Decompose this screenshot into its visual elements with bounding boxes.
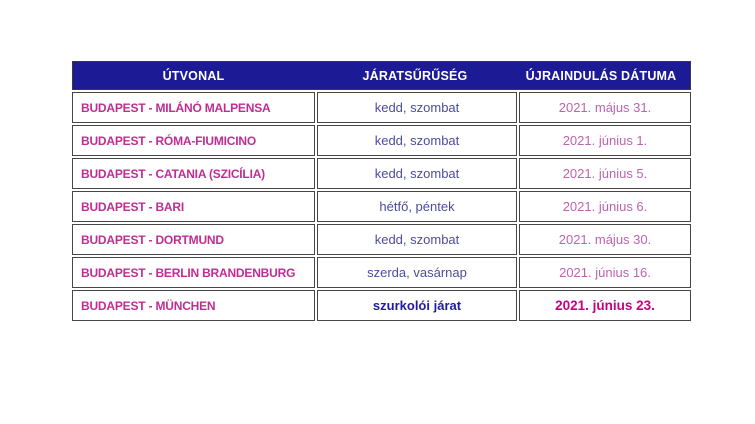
route-label: BUDAPEST - BERLIN BRANDENBURG bbox=[81, 265, 296, 280]
restart-date-cell: 2021. június 6. bbox=[519, 191, 691, 222]
frequency-label: kedd, szombat bbox=[374, 232, 460, 247]
restart-date-label: 2021. május 31. bbox=[558, 100, 652, 115]
route-cell: BUDAPEST - BARI bbox=[72, 191, 315, 222]
column-header-restart-date: ÚJRAINDULÁS DÁTUMA bbox=[525, 68, 677, 83]
frequency-cell: kedd, szombat bbox=[317, 158, 517, 189]
route-label: BUDAPEST - BARI bbox=[81, 199, 185, 214]
table-row: BUDAPEST - BARI hétfő, péntek 2021. júni… bbox=[72, 191, 691, 222]
restart-date-label: 2021. június 5. bbox=[562, 166, 648, 181]
table-row: BUDAPEST - RÓMA-FIUMICINO kedd, szombat … bbox=[72, 125, 691, 156]
frequency-cell: szurkolói járat bbox=[317, 290, 517, 321]
route-cell: BUDAPEST - MILÁNÓ MALPENSA bbox=[72, 92, 315, 123]
table-row: BUDAPEST - MÜNCHEN szurkolói járat 2021.… bbox=[72, 290, 691, 321]
route-cell: BUDAPEST - DORTMUND bbox=[72, 224, 315, 255]
route-cell: BUDAPEST - MÜNCHEN bbox=[72, 290, 315, 321]
route-cell: BUDAPEST - BERLIN BRANDENBURG bbox=[72, 257, 315, 288]
restart-date-label: 2021. június 16. bbox=[559, 265, 651, 280]
table-row: BUDAPEST - BERLIN BRANDENBURG szerda, va… bbox=[72, 257, 691, 288]
frequency-cell: kedd, szombat bbox=[317, 224, 517, 255]
route-label: BUDAPEST - MÜNCHEN bbox=[81, 298, 216, 313]
frequency-label: kedd, szombat bbox=[374, 166, 460, 181]
route-label: BUDAPEST - DORTMUND bbox=[81, 232, 224, 247]
restart-date-label: 2021. június 1. bbox=[562, 133, 648, 148]
frequency-cell: hétfő, péntek bbox=[317, 191, 517, 222]
frequency-label: szerda, vasárnap bbox=[367, 265, 467, 280]
route-label: BUDAPEST - RÓMA-FIUMICINO bbox=[81, 133, 256, 148]
restart-date-label: 2021. május 30. bbox=[558, 232, 652, 247]
restart-date-cell: 2021. június 1. bbox=[519, 125, 691, 156]
frequency-label: szurkolói járat bbox=[372, 298, 462, 313]
table-body: BUDAPEST - MILÁNÓ MALPENSA kedd, szombat… bbox=[72, 92, 691, 321]
frequency-cell: kedd, szombat bbox=[317, 92, 517, 123]
frequency-label: kedd, szombat bbox=[374, 100, 460, 115]
restart-date-cell: 2021. május 31. bbox=[519, 92, 691, 123]
route-cell: BUDAPEST - RÓMA-FIUMICINO bbox=[72, 125, 315, 156]
table-row: BUDAPEST - CATANIA (SZICÍLIA) kedd, szom… bbox=[72, 158, 691, 189]
restart-date-label: 2021. június 23. bbox=[555, 298, 655, 313]
table-header-row: ÚTVONAL JÁRATSŰRŰSÉG ÚJRAINDULÁS DÁTUMA bbox=[72, 61, 691, 90]
frequency-cell: kedd, szombat bbox=[317, 125, 517, 156]
restart-date-cell: 2021. június 23. bbox=[519, 290, 691, 321]
column-header-frequency: JÁRATSŰRŰSÉG bbox=[362, 68, 468, 83]
restart-date-cell: 2021. május 30. bbox=[519, 224, 691, 255]
column-header-route: ÚTVONAL bbox=[162, 68, 225, 83]
table-row: BUDAPEST - DORTMUND kedd, szombat 2021. … bbox=[72, 224, 691, 255]
frequency-label: kedd, szombat bbox=[374, 133, 460, 148]
frequency-label: hétfő, péntek bbox=[379, 199, 455, 214]
route-label: BUDAPEST - CATANIA (SZICÍLIA) bbox=[81, 166, 265, 181]
route-cell: BUDAPEST - CATANIA (SZICÍLIA) bbox=[72, 158, 315, 189]
restart-date-cell: 2021. június 16. bbox=[519, 257, 691, 288]
route-label: BUDAPEST - MILÁNÓ MALPENSA bbox=[81, 100, 271, 115]
restart-date-label: 2021. június 6. bbox=[562, 199, 648, 214]
restart-date-cell: 2021. június 5. bbox=[519, 158, 691, 189]
table-row: BUDAPEST - MILÁNÓ MALPENSA kedd, szombat… bbox=[72, 92, 691, 123]
flight-schedule-table: ÚTVONAL JÁRATSŰRŰSÉG ÚJRAINDULÁS DÁTUMA … bbox=[72, 61, 691, 321]
frequency-cell: szerda, vasárnap bbox=[317, 257, 517, 288]
